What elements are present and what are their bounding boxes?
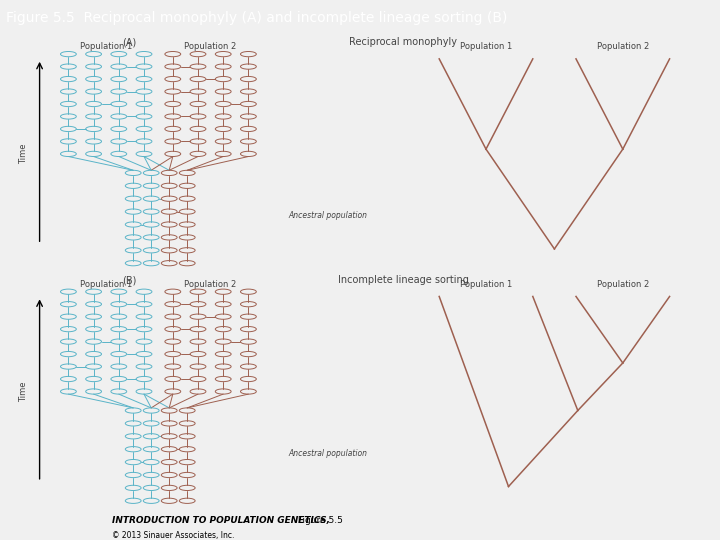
Text: Population 2: Population 2 bbox=[184, 42, 237, 51]
Text: Population 1: Population 1 bbox=[80, 280, 132, 289]
Text: Ancestral population: Ancestral population bbox=[288, 211, 367, 220]
Text: Ancestral population: Ancestral population bbox=[288, 449, 367, 458]
Text: (A): (A) bbox=[122, 37, 137, 48]
Text: Incomplete lineage sorting: Incomplete lineage sorting bbox=[338, 275, 469, 285]
Text: Time: Time bbox=[19, 381, 28, 402]
Text: Reciprocal monophyly: Reciprocal monophyly bbox=[349, 37, 457, 48]
Text: Time: Time bbox=[19, 144, 28, 164]
Text: Population 1: Population 1 bbox=[80, 42, 132, 51]
Text: Population 1: Population 1 bbox=[460, 280, 512, 289]
Text: (B): (B) bbox=[122, 275, 137, 285]
Text: Figure 5.5  Reciprocal monophyly (A) and incomplete lineage sorting (B): Figure 5.5 Reciprocal monophyly (A) and … bbox=[6, 11, 507, 24]
Text: Population 2: Population 2 bbox=[597, 280, 649, 289]
Text: Population 2: Population 2 bbox=[184, 280, 237, 289]
Text: Population 1: Population 1 bbox=[460, 42, 512, 51]
Text: INTRODUCTION TO POPULATION GENETICS,: INTRODUCTION TO POPULATION GENETICS, bbox=[112, 516, 330, 525]
Text: Figure 5.5: Figure 5.5 bbox=[295, 516, 343, 525]
Text: © 2013 Sinauer Associates, Inc.: © 2013 Sinauer Associates, Inc. bbox=[112, 531, 234, 540]
Text: Population 2: Population 2 bbox=[597, 42, 649, 51]
